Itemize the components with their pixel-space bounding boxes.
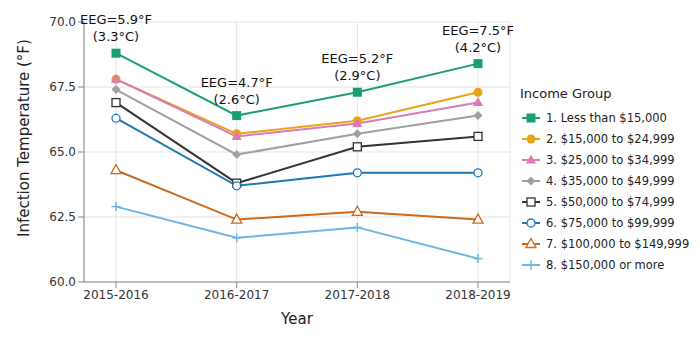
svg-text:2015-2016: 2015-2016 bbox=[83, 288, 148, 302]
svg-text:8. $150,000 or more: 8. $150,000 or more bbox=[546, 258, 664, 272]
svg-text:6. $75,000 to $99,999: 6. $75,000 to $99,999 bbox=[546, 216, 675, 230]
svg-text:EEG=5.2°F: EEG=5.2°F bbox=[321, 51, 393, 66]
svg-text:2018-2019: 2018-2019 bbox=[445, 288, 510, 302]
svg-text:67.5: 67.5 bbox=[49, 80, 76, 94]
svg-text:3. $25,000 to $34,999: 3. $25,000 to $34,999 bbox=[546, 153, 675, 167]
svg-text:Income Group: Income Group bbox=[520, 86, 612, 101]
svg-text:(2.9°C): (2.9°C) bbox=[334, 68, 380, 83]
svg-text:EEG=4.7°F: EEG=4.7°F bbox=[201, 75, 273, 90]
svg-text:EEG=7.5°F: EEG=7.5°F bbox=[442, 23, 514, 38]
svg-text:(2.6°C): (2.6°C) bbox=[213, 92, 259, 107]
svg-text:60.0: 60.0 bbox=[49, 275, 76, 289]
svg-text:Year: Year bbox=[280, 310, 314, 328]
svg-text:70.0: 70.0 bbox=[49, 15, 76, 29]
svg-text:2016-2017: 2016-2017 bbox=[204, 288, 269, 302]
svg-text:2017-2018: 2017-2018 bbox=[325, 288, 390, 302]
svg-text:62.5: 62.5 bbox=[49, 210, 76, 224]
svg-text:7. $100,000 to $149,999: 7. $100,000 to $149,999 bbox=[546, 237, 689, 251]
svg-text:Infection Temperature (°F): Infection Temperature (°F) bbox=[15, 39, 33, 237]
svg-text:4. $35,000 to $49,999: 4. $35,000 to $49,999 bbox=[546, 174, 675, 188]
svg-text:1. Less than $15,000: 1. Less than $15,000 bbox=[546, 111, 667, 125]
svg-text:2. $15,000 to $24,999: 2. $15,000 to $24,999 bbox=[546, 132, 675, 146]
svg-text:EEG=5.9°F: EEG=5.9°F bbox=[80, 12, 152, 27]
svg-text:(4.2°C): (4.2°C) bbox=[455, 40, 501, 55]
svg-text:(3.3°C): (3.3°C) bbox=[93, 29, 139, 44]
svg-text:65.0: 65.0 bbox=[49, 145, 76, 159]
svg-text:5. $50,000 to $74,999: 5. $50,000 to $74,999 bbox=[546, 195, 675, 209]
